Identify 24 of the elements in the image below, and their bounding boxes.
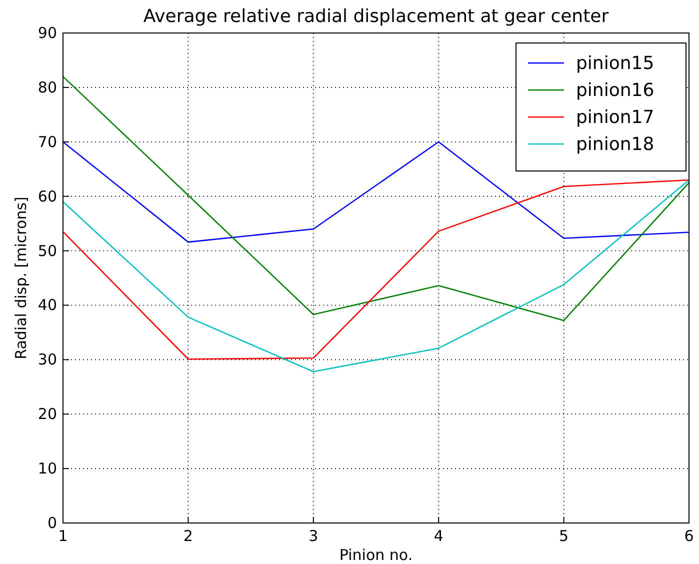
- x-tick-label: 5: [559, 527, 569, 545]
- x-tick-label: 1: [58, 527, 68, 545]
- legend-label: pinion18: [576, 134, 654, 155]
- y-tick-label: 0: [47, 514, 57, 532]
- x-tick-label: 2: [183, 527, 193, 545]
- y-tick-label: 50: [38, 242, 57, 260]
- line-series: [62, 76, 690, 322]
- y-tick-label: 20: [38, 405, 57, 424]
- y-tick-label: 80: [38, 78, 57, 96]
- y-tick-label: 10: [38, 460, 57, 478]
- chart-title: Average relative radial displacement at gear center: [143, 6, 610, 27]
- x-tick-label: 3: [308, 527, 318, 545]
- y-tick-label: 90: [38, 24, 57, 42]
- legend-label: pinion15: [576, 53, 654, 74]
- x-tick-label: 4: [434, 527, 444, 545]
- legend-label: pinion16: [576, 80, 654, 101]
- legend-label: pinion17: [576, 107, 654, 128]
- y-axis-title: Radial disp. [microns]: [12, 196, 30, 360]
- x-tick-label: 6: [684, 527, 694, 545]
- y-tick-label: 70: [38, 132, 57, 151]
- y-tick-label: 30: [38, 350, 57, 369]
- y-tick-label: 60: [38, 187, 57, 206]
- x-axis-title: Pinion no.: [339, 546, 413, 564]
- y-tick-label: 40: [38, 296, 57, 314]
